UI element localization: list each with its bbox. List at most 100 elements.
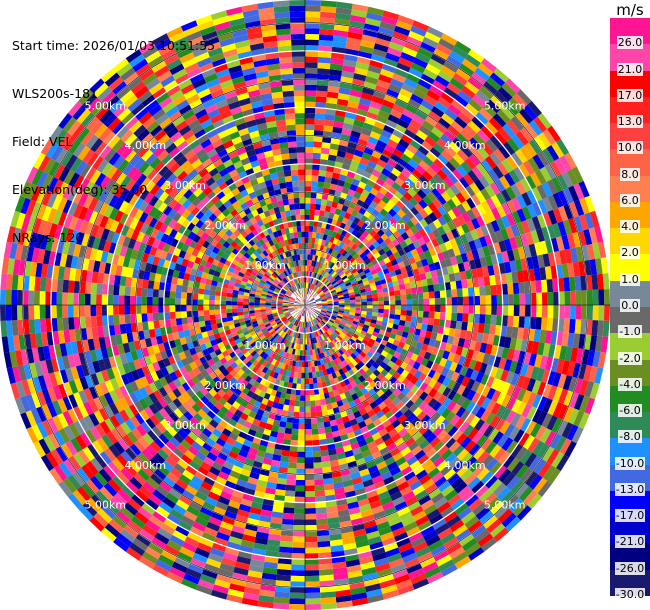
ppi-gate (328, 80, 341, 88)
ppi-gate (153, 320, 160, 329)
ppi-gate (197, 305, 204, 311)
ppi-gate (84, 305, 91, 317)
ppi-gate (310, 400, 316, 407)
ppi-gate (378, 296, 384, 302)
ppi-gate (367, 305, 373, 309)
ppi-gate (299, 400, 305, 407)
ppi-gate (307, 310, 311, 316)
ppi-gate (322, 245, 328, 253)
ppi-gate (360, 176, 370, 185)
ppi-gate (320, 0, 337, 8)
ppi-gate (360, 127, 372, 137)
ppi-gate (242, 301, 249, 305)
ppi-gate (297, 372, 302, 379)
ppi-gate (367, 64, 382, 75)
ppi-gate (406, 124, 419, 135)
ppi-gate (248, 305, 255, 308)
ppi-gate (553, 291, 560, 305)
ppi-gate (231, 297, 238, 302)
ppi-gate (324, 265, 330, 272)
ppi-gate (347, 31, 363, 40)
ppi-gate (312, 147, 322, 154)
ppi-gate (197, 293, 204, 300)
ppi-gate (335, 7, 352, 15)
ppi-gate (323, 125, 334, 133)
ppi-gate (153, 281, 160, 290)
ppi-gate (519, 305, 526, 317)
ppi-gate (426, 89, 441, 102)
ppi-gate (318, 45, 333, 53)
ppi-gate (318, 215, 324, 223)
ppi-gate (370, 54, 386, 64)
ppi-gate (34, 318, 41, 334)
ppi-gate (359, 133, 370, 142)
ppi-gate (124, 295, 131, 305)
ppi-gate (397, 118, 410, 129)
ppi-gate (319, 22, 335, 30)
ppi-gate (334, 115, 345, 123)
ppi-gate (182, 279, 189, 287)
ppi-gate (118, 305, 125, 315)
ppi-gate (203, 315, 211, 321)
ppi-gate (317, 422, 325, 429)
ppi-gate (203, 299, 210, 305)
ppi-plot: 1.00km1.00km1.00km1.00km2.00km2.00km2.00… (0, 0, 610, 610)
ppi-gate (455, 280, 463, 290)
ppi-gate (79, 293, 86, 305)
ppi-gate (152, 297, 159, 305)
ppi-gate (456, 312, 463, 322)
ppi-gate (312, 231, 317, 239)
ppi-gate (317, 535, 330, 542)
ppi-gate (305, 146, 314, 153)
ppi-gate (259, 302, 266, 305)
ppi-gate (540, 279, 548, 293)
ppi-gate (394, 67, 409, 78)
ppi-gate (434, 311, 441, 320)
ppi-gate (319, 262, 324, 269)
ppi-gate (317, 175, 326, 183)
ppi-gate (524, 305, 531, 317)
ppi-gate (152, 312, 159, 321)
ppi-gate (312, 249, 317, 256)
ppi-gate (359, 157, 370, 166)
ppi-gate (11, 320, 19, 336)
ppi-gate (361, 305, 368, 309)
ppi-gate (287, 462, 297, 469)
ppi-gate (321, 257, 326, 264)
ppi-gate (306, 288, 308, 294)
ppi-gate (305, 592, 321, 599)
ppi-gate (372, 297, 379, 302)
ppi-gate (142, 321, 149, 331)
ppi-gate (424, 31, 441, 44)
ppi-gate (408, 30, 425, 42)
ppi-gate (310, 290, 315, 296)
ppi-gate (209, 289, 216, 296)
ppi-gate (147, 312, 154, 322)
ppi-gate (461, 279, 468, 289)
ppi-gate (311, 283, 315, 290)
ppi-gate (412, 114, 425, 125)
ppi-gate (315, 90, 328, 98)
ppi-gate (310, 283, 314, 290)
ppi-gate (421, 279, 428, 287)
ppi-gate (305, 547, 319, 554)
ppi-gate (280, 455, 290, 463)
ppi-gate (341, 204, 349, 213)
ppi-gate (11, 305, 18, 321)
ppi-gate (419, 41, 436, 54)
ppi-gate (410, 62, 426, 74)
ppi-gate (322, 216, 329, 224)
ppi-gate (320, 147, 330, 155)
ppi-gate (312, 266, 316, 273)
ppi-gate (310, 248, 314, 255)
ppi-gate (406, 293, 413, 300)
ppi-gate (363, 146, 374, 156)
ppi-gate (305, 248, 308, 255)
ppi-gate (311, 278, 316, 284)
ppi-gate (312, 226, 318, 233)
ppi-gate (316, 187, 324, 194)
ppi-gate (335, 184, 344, 193)
ppi-gate (305, 575, 320, 582)
ppi-gate (299, 406, 305, 413)
ppi-gate (305, 208, 311, 215)
